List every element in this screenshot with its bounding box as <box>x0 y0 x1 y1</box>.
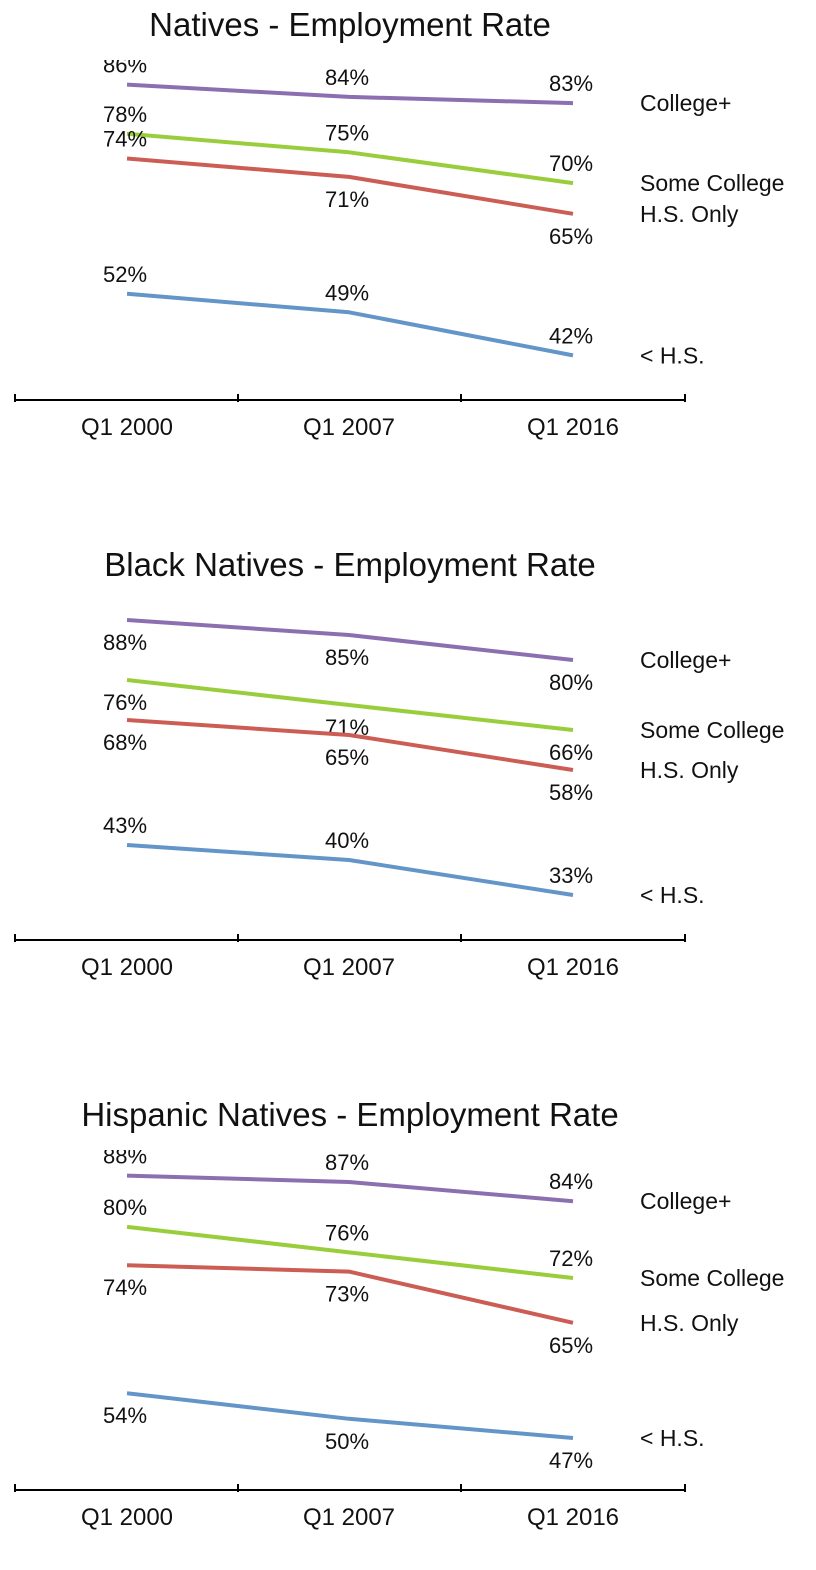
data-label: 74% <box>103 127 147 152</box>
data-label: 72% <box>549 1246 593 1271</box>
data-label: 75% <box>325 120 369 145</box>
data-label: 74% <box>103 1275 147 1300</box>
data-label: 85% <box>325 645 369 670</box>
legend-label-h-s: < H.S. <box>640 1425 705 1451</box>
chart-title-natives: Natives - Employment Rate <box>149 6 551 43</box>
legend-label-h-s-only: H.S. Only <box>640 1310 739 1336</box>
data-label: 76% <box>103 690 147 715</box>
data-label: 65% <box>325 745 369 770</box>
series-line-h-s <box>126 843 574 897</box>
data-label: 52% <box>103 262 147 287</box>
data-label: 78% <box>103 102 147 127</box>
x-tick-label: Q1 2000 <box>81 954 173 981</box>
x-tick-label: Q1 2000 <box>81 1504 173 1531</box>
data-label: 71% <box>325 187 369 212</box>
legend-label-h-s: < H.S. <box>640 342 705 368</box>
data-label: 68% <box>103 730 147 755</box>
x-tick-label: Q1 2016 <box>527 414 619 441</box>
series-line-college <box>126 82 574 106</box>
data-label: 47% <box>549 1448 593 1473</box>
data-label: 76% <box>325 1220 369 1245</box>
chart-natives: Q1 2000 Q1 2007 Q1 2016 86% 84% 83% College+ 78… <box>14 60 784 441</box>
x-tick-label: Q1 2007 <box>303 1504 395 1531</box>
series-line-h-s <box>126 1391 574 1440</box>
data-label: 40% <box>325 828 369 853</box>
series-line-some-college <box>126 1224 574 1280</box>
data-label: 87% <box>325 1150 369 1175</box>
data-label: 49% <box>325 280 369 305</box>
series-line-college <box>126 618 574 662</box>
data-label: 42% <box>549 323 593 348</box>
data-label: 88% <box>103 630 147 655</box>
series-line-h-s-only <box>126 1263 574 1325</box>
x-tick-label: Q1 2016 <box>527 1504 619 1531</box>
data-label: 54% <box>103 1403 147 1428</box>
series-line-h-s-only <box>126 718 574 772</box>
data-label: 80% <box>103 1195 147 1220</box>
data-label: 65% <box>549 1333 593 1358</box>
legend-label-h-s-only: H.S. Only <box>640 201 739 227</box>
x-tick-label: Q1 2007 <box>303 954 395 981</box>
legend-label-some-college: Some College <box>640 717 784 743</box>
data-label: 58% <box>549 780 593 805</box>
legend-label-h-s-only: H.S. Only <box>640 757 739 783</box>
data-label: 84% <box>325 65 369 90</box>
chart-black-natives: Q1 2000 Q1 2007 Q1 2016 88% 85% 80% College+ 76… <box>14 618 784 981</box>
legend-label-some-college: Some College <box>640 1265 784 1291</box>
data-label: 43% <box>103 813 147 838</box>
legend-label-college: College+ <box>640 647 731 673</box>
legend-label-h-s: < H.S. <box>640 882 705 908</box>
data-label: 83% <box>549 71 593 96</box>
chart-hispanic-natives: Q1 2000 Q1 2007 Q1 2016 88% 87% 84% College+ 80… <box>14 1150 784 1531</box>
data-label: 70% <box>549 151 593 176</box>
legend-label-college: College+ <box>640 90 731 116</box>
x-tick-label: Q1 2000 <box>81 414 173 441</box>
chart-title-hispanic-natives: Hispanic Natives - Employment Rate <box>81 1096 619 1133</box>
data-label: 80% <box>549 670 593 695</box>
legend-label-college: College+ <box>640 1188 731 1214</box>
series-line-college <box>126 1173 574 1204</box>
x-tick-label: Q1 2007 <box>303 414 395 441</box>
data-label: 84% <box>549 1169 593 1194</box>
series-line-some-college <box>126 678 574 732</box>
x-tick-label: Q1 2016 <box>527 954 619 981</box>
data-label: 65% <box>549 224 593 249</box>
series-line-h-s-only <box>126 156 574 216</box>
legend-label-some-college: Some College <box>640 170 784 196</box>
data-label: 33% <box>549 863 593 888</box>
series-line-h-s <box>126 291 574 358</box>
data-label: 88% <box>103 1150 147 1169</box>
data-label: 50% <box>325 1429 369 1454</box>
chart-title-black-natives: Black Natives - Employment Rate <box>104 546 596 583</box>
data-label: 66% <box>549 740 593 765</box>
series-line-some-college <box>126 131 574 186</box>
data-label: 86% <box>103 60 147 78</box>
data-label: 73% <box>325 1282 369 1307</box>
